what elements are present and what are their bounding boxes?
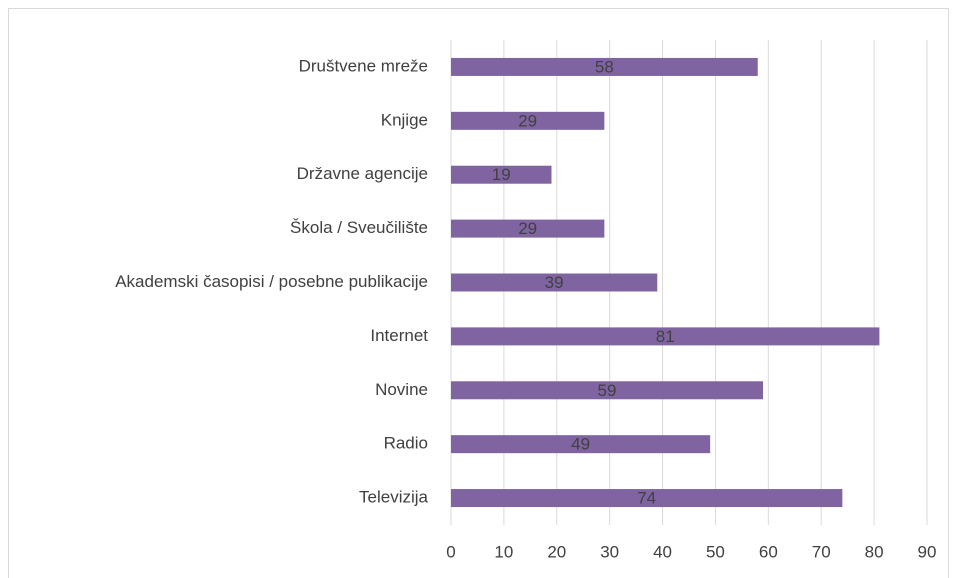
y-tick-label: Knjige	[381, 110, 428, 129]
bar	[451, 273, 658, 292]
x-tick-label: 50	[706, 542, 725, 561]
data-label: 29	[518, 111, 537, 130]
bar	[451, 111, 605, 130]
y-tick-label: Društvene mreže	[299, 56, 428, 75]
chart-border	[8, 8, 949, 578]
bar	[451, 165, 552, 184]
x-tick-label: 90	[918, 542, 937, 561]
x-tick-label: 10	[494, 542, 513, 561]
data-label: 81	[656, 327, 675, 346]
data-label: 19	[492, 165, 511, 184]
data-label: 29	[518, 219, 537, 238]
y-tick-label: Državne agencije	[297, 164, 428, 183]
x-tick-label: 30	[600, 542, 619, 561]
y-tick-label: Škola / Sveučilište	[290, 218, 428, 237]
x-tick-label: 40	[653, 542, 672, 561]
data-label: 39	[545, 273, 564, 292]
y-tick-label: Akademski časopisi / posebne publikacije	[115, 272, 428, 291]
x-tick-label: 70	[812, 542, 831, 561]
bar	[451, 327, 880, 346]
y-tick-label: Televizija	[359, 488, 429, 507]
bar	[451, 57, 758, 76]
data-label: 58	[595, 57, 614, 76]
bar	[451, 435, 711, 454]
y-tick-label: Internet	[370, 326, 428, 345]
data-label: 49	[571, 435, 590, 454]
x-tick-label: 0	[446, 542, 455, 561]
x-tick-label: 80	[865, 542, 884, 561]
bar	[451, 381, 764, 400]
data-label: 59	[598, 381, 617, 400]
data-label: 74	[637, 489, 656, 508]
bar	[451, 489, 843, 508]
y-tick-label: Novine	[375, 380, 428, 399]
y-tick-label: Radio	[384, 434, 428, 453]
x-tick-label: 60	[759, 542, 778, 561]
x-tick-label: 20	[547, 542, 566, 561]
bar	[451, 219, 605, 238]
